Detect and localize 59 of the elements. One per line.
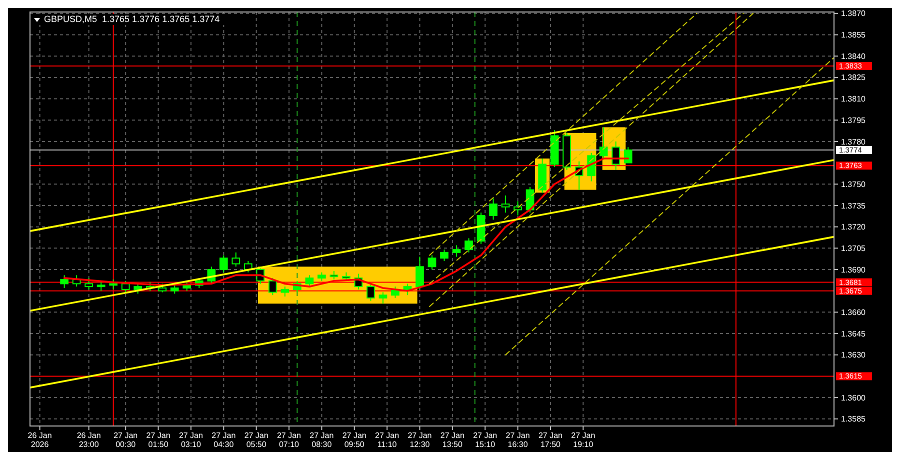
y-tick-label: 1.3690 — [841, 265, 866, 274]
x-tick-label: 27 Jan 04:30 — [212, 431, 236, 449]
x-tick-label: 27 Jan 16:30 — [506, 431, 530, 449]
x-tick-label: 27 Jan 12:30 — [408, 431, 432, 449]
y-tick-label: 1.3870 — [841, 9, 866, 18]
candlestick — [489, 198, 498, 220]
candlestick — [96, 280, 106, 292]
y-tick-label: 1.3720 — [841, 222, 866, 232]
candlestick — [134, 283, 142, 294]
candlestick — [428, 254, 436, 270]
candlestick — [280, 286, 290, 298]
y-tick-label: 1.3840 — [841, 52, 866, 61]
y-tick-label: 1.3735 — [841, 201, 866, 210]
y-tick-label: 1.3795 — [841, 116, 866, 125]
x-tick-label: 26 Jan 23:00 — [76, 431, 101, 449]
candlestick — [440, 249, 448, 262]
candlestick — [599, 126, 608, 160]
x-tick-label: 27 Jan 07:10 — [276, 431, 302, 449]
x-tick-label: 27 Jan 09:50 — [342, 431, 366, 449]
candlestick — [219, 254, 228, 273]
y-tick-label: 1.3630 — [841, 350, 866, 360]
x-tick-label: 27 Jan 13:50 — [440, 431, 464, 449]
candlestick — [366, 283, 375, 302]
candlestick — [612, 140, 620, 170]
candlestick — [60, 274, 68, 288]
candlestick — [232, 252, 240, 268]
y-tick-label: 1.3810 — [841, 94, 866, 104]
x-tick-label: 27 Jan 19:10 — [571, 431, 596, 449]
candlestick — [416, 256, 424, 290]
y-tick-label: 1.3585 — [841, 414, 866, 424]
x-tick-label: 27 Jan 08:30 — [310, 431, 334, 449]
candlestick — [305, 274, 314, 288]
chart-title: GBPUSD,M5 1.3765 1.3776 1.3765 1.3774 — [44, 14, 220, 24]
candlestick — [268, 278, 277, 296]
y-tick-label: 1.3660 — [841, 308, 866, 317]
y-tick-label: 1.3855 — [841, 30, 866, 40]
y-tick-label: 1.3645 — [841, 329, 866, 338]
x-tick-label: 27 Jan 00:30 — [114, 431, 138, 449]
x-tick-label: 26 Jan 2026 — [28, 431, 52, 449]
x-tick-label: 27 Jan 17:50 — [538, 431, 562, 449]
candlestick — [403, 283, 412, 296]
x-tick-label: 27 Jan 01:50 — [146, 431, 170, 449]
y-tick-label: 1.3750 — [841, 180, 866, 189]
candlestick — [109, 278, 118, 290]
candlestick — [378, 292, 388, 304]
x-tick-label: 27 Jan 15:10 — [473, 431, 498, 449]
candlestick — [84, 278, 94, 290]
x-tick-label: 27 Jan 05:50 — [244, 431, 268, 449]
y-tick-label: 1.3705 — [841, 244, 866, 253]
x-tick-label: 27 Jan 11:10 — [375, 431, 400, 449]
y-tick-label: 1.3825 — [841, 73, 866, 82]
candlestick — [464, 238, 473, 253]
candlestick — [501, 195, 510, 214]
x-tick-label: 27 Jan 03:10 — [178, 431, 203, 449]
candlestick — [624, 146, 632, 164]
candlestick — [452, 244, 461, 258]
y-tick-label: 1.3780 — [841, 137, 866, 146]
y-tick-label: 1.3600 — [841, 393, 866, 402]
candlestick — [514, 200, 522, 216]
